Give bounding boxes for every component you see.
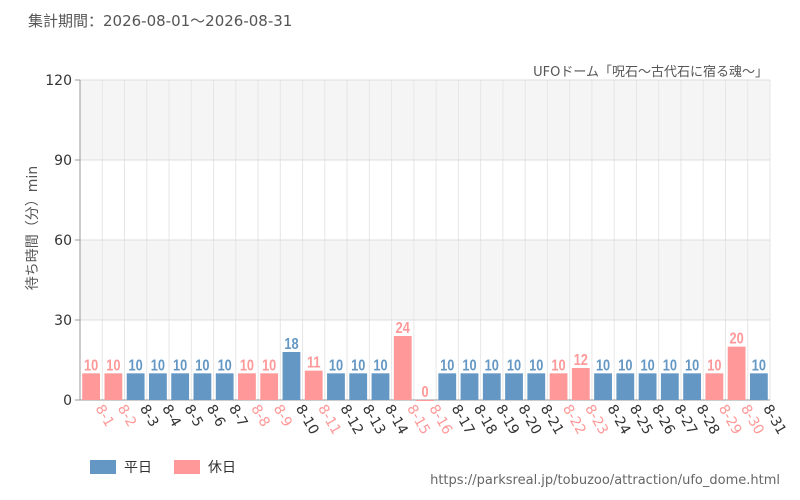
bar-8-3 [126, 373, 145, 400]
x-tick-label: 8-8 [247, 402, 272, 430]
bar-8-25 [616, 373, 635, 400]
legend-item-holiday: 休日 [174, 457, 236, 477]
bar-value-label: 10 [485, 357, 499, 375]
legend-item-weekday: 平日 [90, 457, 152, 477]
bar-value-label: 10 [529, 357, 543, 375]
bar-value-label: 10 [129, 357, 143, 375]
bar-value-label: 18 [284, 336, 298, 354]
grid-band [80, 240, 770, 320]
bar-8-6 [193, 373, 212, 400]
bar-8-14 [371, 373, 390, 400]
legend-label-holiday: 休日 [208, 460, 236, 476]
bar-value-label: 11 [307, 354, 321, 372]
bar-8-18 [460, 373, 479, 400]
bar-value-label: 10 [685, 357, 699, 375]
legend-swatch-weekday [90, 460, 116, 474]
bar-value-label: 10 [663, 357, 677, 375]
bar-8-12 [327, 373, 345, 400]
y-tick-label: 30 [54, 313, 72, 329]
bar-value-label: 10 [640, 357, 654, 375]
bar-value-label: 20 [730, 330, 744, 348]
bar-value-label: 10 [373, 357, 387, 375]
period-label: 集計期間：2026-08-01～2026-08-31 [28, 12, 293, 30]
chart-title: UFOドーム「呪石～古代石に宿る魂～」 [533, 65, 768, 80]
bar-value-label: 10 [262, 357, 276, 375]
bar-value-label: 10 [329, 357, 343, 375]
bar-value-label: 10 [195, 357, 209, 375]
bar-value-label: 10 [507, 357, 521, 375]
bar-8-26 [638, 373, 657, 400]
bar-value-label: 10 [240, 357, 254, 375]
bar-value-label: 0 [421, 384, 428, 402]
bar-value-label: 10 [106, 357, 120, 375]
bar-8-15 [393, 336, 412, 400]
legend: 平日 休日 [90, 457, 236, 477]
bar-8-5 [171, 373, 190, 400]
bar-8-27 [660, 373, 679, 400]
bar-value-label: 10 [173, 357, 187, 375]
bar-value-label: 12 [574, 352, 588, 370]
bar-value-label: 10 [618, 357, 632, 375]
bar-8-11 [304, 370, 323, 400]
x-tick-label: 8-1 [92, 402, 117, 430]
bar-8-19 [482, 373, 501, 400]
legend-swatch-holiday [174, 460, 200, 474]
bar-8-22 [549, 373, 568, 400]
bar-8-17 [438, 373, 457, 400]
x-tick-label: 8-6 [203, 402, 228, 430]
y-tick-label: 60 [54, 233, 72, 249]
x-tick-label: 8-2 [114, 402, 139, 430]
bar-value-label: 10 [551, 357, 565, 375]
bar-8-30 [727, 346, 746, 400]
x-tick-label: 8-9 [270, 402, 295, 430]
bar-8-24 [594, 373, 612, 400]
grid-band [80, 80, 770, 160]
bar-8-2 [104, 373, 123, 400]
bar-value-label: 24 [396, 320, 410, 338]
x-tick-label: 8-3 [136, 402, 161, 430]
bar-8-13 [349, 373, 368, 400]
bar-8-16 [416, 400, 434, 401]
bar-8-4 [149, 373, 167, 400]
bar-8-9 [260, 373, 279, 400]
bar-value-label: 10 [707, 357, 721, 375]
bar-value-label: 10 [151, 357, 165, 375]
bar-value-label: 10 [752, 357, 766, 375]
y-tick-label: 90 [54, 153, 72, 169]
x-tick-label: 8-5 [181, 402, 206, 430]
bar-value-label: 10 [218, 357, 232, 375]
bar-8-28 [683, 373, 701, 400]
bar-value-label: 10 [84, 357, 98, 375]
bar-8-10 [282, 352, 301, 400]
y-tick-label: 0 [63, 393, 72, 409]
bar-value-label: 10 [351, 357, 365, 375]
y-tick-label: 120 [45, 73, 72, 89]
x-tick-label: 8-7 [225, 402, 250, 430]
bar-8-21 [527, 373, 546, 400]
bar-value-label: 10 [440, 357, 454, 375]
bar-8-20 [505, 373, 523, 400]
bar-8-31 [749, 373, 768, 400]
bar-value-label: 10 [462, 357, 476, 375]
bar-8-8 [238, 373, 256, 400]
bar-value-label: 10 [596, 357, 610, 375]
x-tick-label: 8-31 [759, 402, 789, 438]
bar-8-1 [82, 373, 101, 400]
bar-8-23 [571, 368, 590, 400]
bar-8-7 [215, 373, 234, 400]
x-tick-label: 8-4 [158, 402, 183, 430]
legend-label-weekday: 平日 [124, 460, 152, 476]
bar-8-29 [705, 373, 724, 400]
source-url: https://parksreal.jp/tobuzoo/attraction/… [430, 473, 780, 488]
